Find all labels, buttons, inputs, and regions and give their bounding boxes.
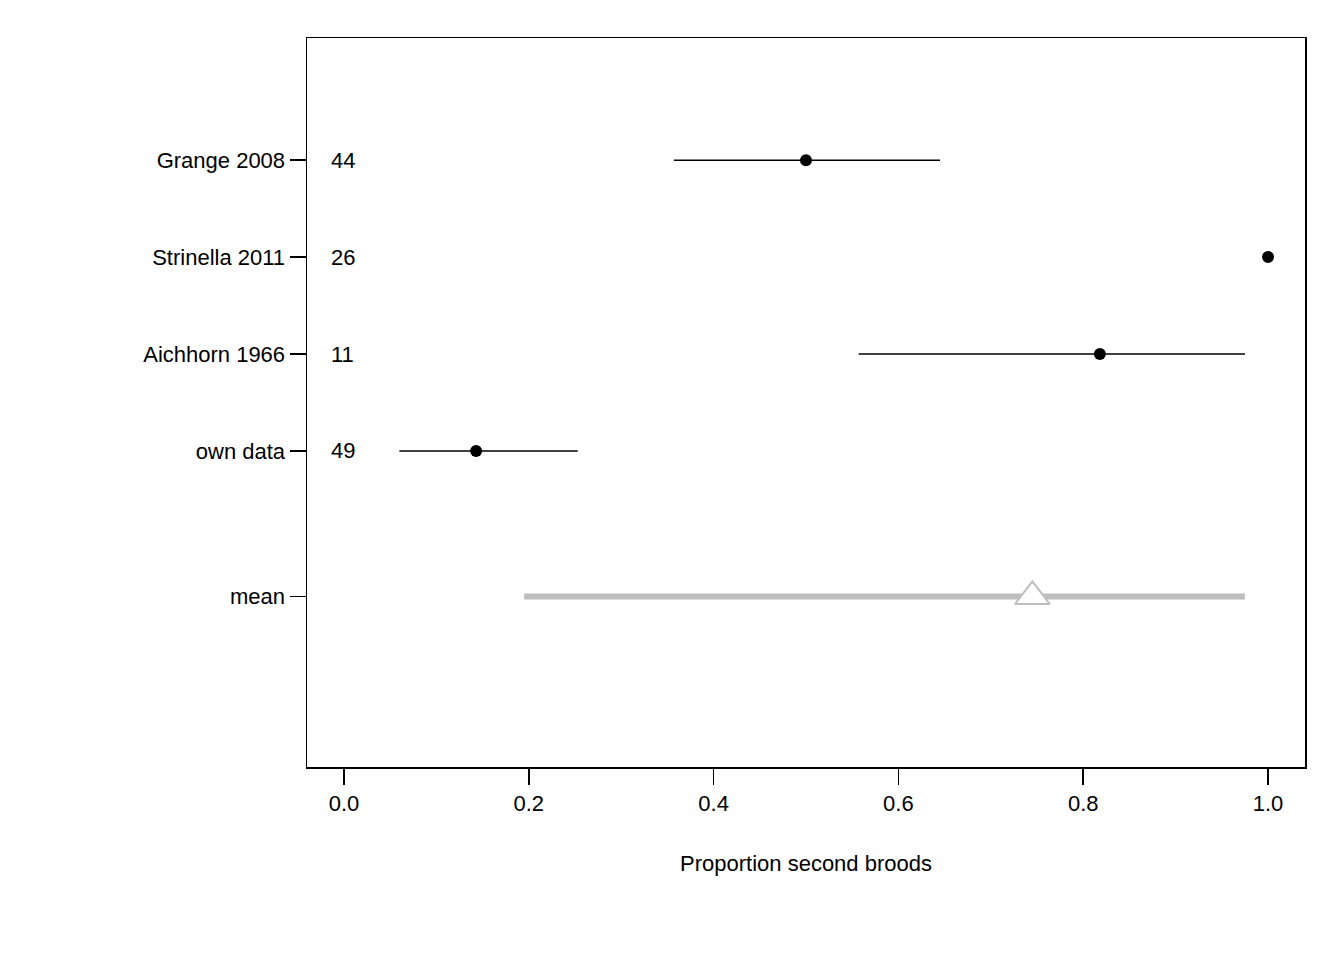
svg-text:0.2: 0.2 <box>513 791 544 816</box>
svg-text:0.8: 0.8 <box>1068 791 1099 816</box>
svg-text:Aichhorn 1966: Aichhorn 1966 <box>143 342 285 367</box>
svg-text:44: 44 <box>331 148 355 173</box>
svg-text:1.0: 1.0 <box>1253 791 1284 816</box>
svg-text:11: 11 <box>331 342 354 367</box>
svg-text:0.6: 0.6 <box>883 791 914 816</box>
svg-text:own data: own data <box>196 439 286 464</box>
svg-text:mean: mean <box>230 584 285 609</box>
svg-text:Grange 2008: Grange 2008 <box>157 148 285 173</box>
svg-text:Proportion second broods: Proportion second broods <box>680 851 932 876</box>
svg-text:Strinella 2011: Strinella 2011 <box>152 245 285 270</box>
svg-text:49: 49 <box>331 438 355 463</box>
svg-text:0.4: 0.4 <box>698 791 729 816</box>
svg-text:0.0: 0.0 <box>329 791 360 816</box>
svg-text:26: 26 <box>331 245 355 270</box>
